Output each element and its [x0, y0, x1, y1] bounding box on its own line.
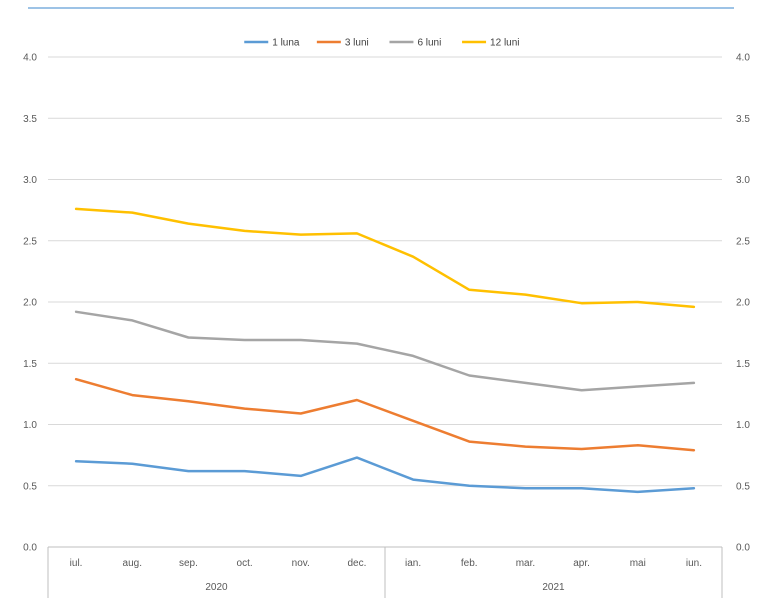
y-tick-label-left: 3.5 [23, 114, 37, 125]
y-tick-label-left: 1.5 [23, 359, 37, 370]
y-tick-label-right: 3.5 [736, 114, 750, 125]
y-tick-label-right: 0.5 [736, 481, 750, 492]
y-tick-label-right: 0.0 [736, 543, 750, 554]
y-tick-label-left: 2.0 [23, 298, 37, 309]
y-axis-left: 0.0 0.5 1.0 1.5 2.0 2.5 3.0 3.5 4.0 [23, 53, 37, 554]
x-tick-label: dec. [347, 558, 366, 569]
x-tick-label: mar. [516, 558, 535, 569]
legend-label: 6 luni [417, 38, 441, 49]
x-axis: iul. aug. sep. oct. nov. dec. ian. feb. mar. apr.… [47, 546, 723, 598]
legend-label: 12 luni [490, 38, 519, 49]
legend-label: 1 luna [272, 38, 300, 49]
x-tick-label: feb. [461, 558, 478, 569]
x-tick-label: ian. [405, 558, 421, 569]
gridlines [48, 56, 722, 487]
y-axis-right: 0.0 0.5 1.0 1.5 2.0 2.5 3.0 3.5 4.0 [736, 53, 750, 554]
y-tick-label-left: 0.0 [23, 543, 37, 554]
series-line [74, 456, 696, 494]
series-lines [74, 207, 696, 494]
legend: 1 luna 3 luni 6 luni 12 luni [244, 38, 520, 49]
y-tick-label-left: 3.0 [23, 175, 37, 186]
y-tick-label-left: 4.0 [23, 53, 37, 64]
y-tick-label-right: 2.5 [736, 236, 750, 247]
y-tick-label-right: 2.0 [736, 298, 750, 309]
series-line [74, 207, 696, 309]
x-tick-label: aug. [123, 558, 142, 569]
y-tick-label-left: 1.0 [23, 420, 37, 431]
series-line [74, 377, 696, 452]
x-tick-label: nov. [292, 558, 310, 569]
y-tick-label-left: 2.5 [23, 236, 37, 247]
x-tick-label: iun. [686, 558, 702, 569]
y-tick-label-right: 1.5 [736, 359, 750, 370]
y-tick-label-left: 0.5 [23, 481, 37, 492]
y-tick-label-right: 3.0 [736, 175, 750, 186]
y-tick-label-right: 4.0 [736, 53, 750, 64]
legend-label: 3 luni [345, 38, 369, 49]
x-group-label: 2020 [205, 582, 228, 593]
series-line [74, 310, 696, 392]
x-tick-label: sep. [179, 558, 198, 569]
x-tick-label: oct. [237, 558, 253, 569]
x-group-label: 2021 [542, 582, 565, 593]
x-tick-label: mai [630, 558, 646, 569]
x-tick-label: iul. [70, 558, 83, 569]
y-tick-label-right: 1.0 [736, 420, 750, 431]
x-tick-label: apr. [573, 558, 590, 569]
